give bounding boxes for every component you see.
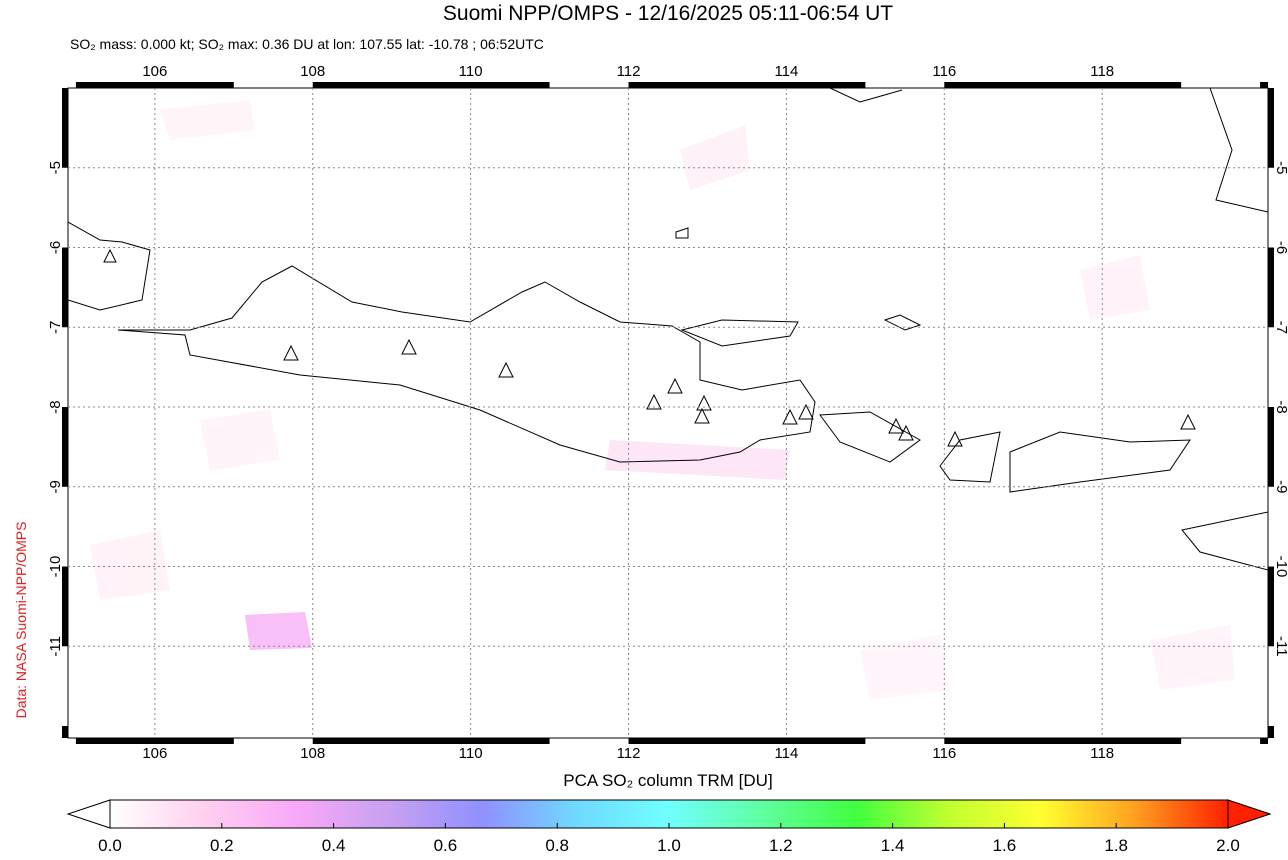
volcanoes <box>103 248 1196 447</box>
y-tick-label-right: -10 <box>1273 556 1288 578</box>
frame-bar <box>1268 407 1274 487</box>
y-tick-label-left: -10 <box>47 556 64 578</box>
map-background <box>68 88 1268 738</box>
frame-bar <box>628 82 787 88</box>
colorbar-tick-label: 0.0 <box>98 836 122 855</box>
frame-bar <box>1268 88 1274 168</box>
colorbar-arrow-high <box>1227 799 1272 829</box>
frame-bar <box>391 738 550 744</box>
colorbar-tick-label: 1.0 <box>657 836 681 855</box>
frame-bar <box>62 566 68 647</box>
frame-bar <box>707 82 866 88</box>
colorbar-tick-label: 0.2 <box>210 836 234 855</box>
colorbar-tick-label: 1.8 <box>1104 836 1128 855</box>
frame-bar <box>75 738 234 744</box>
x-tick-label-top: 108 <box>300 63 325 80</box>
y-tick-label-left: -9 <box>47 480 64 493</box>
x-tick-label-top: 106 <box>142 63 167 80</box>
y-tick-label-left: -6 <box>47 241 64 254</box>
frame-bar <box>62 247 68 328</box>
y-tick-label-right: -6 <box>1273 241 1288 254</box>
frame-bar <box>707 738 866 744</box>
colorbar-tick-label: 1.6 <box>993 836 1017 855</box>
y-tick-label-right: -5 <box>1273 161 1288 174</box>
frame-bar <box>1260 82 1268 88</box>
frame-bar <box>1268 566 1274 647</box>
x-tick-label-bottom: 110 <box>459 745 483 762</box>
frame-bar <box>62 88 68 168</box>
title: Suomi NPP/OMPS - 12/16/2025 05:11-06:54 … <box>443 2 893 25</box>
x-tick-label-bottom: 118 <box>1090 745 1114 762</box>
frame-bar <box>1023 82 1182 88</box>
credit: Data: NASA Suomi-NPP/OMPS <box>13 522 29 719</box>
x-tick-label-bottom: 112 <box>617 745 641 762</box>
colorbar-arrow-low <box>66 799 111 829</box>
x-tick-label-top: 110 <box>459 63 483 80</box>
map-area <box>68 88 1268 738</box>
colorbar-tick-label: 0.6 <box>434 836 458 855</box>
subtitle: SO₂ mass: 0.000 kt; SO₂ max: 0.36 DU at … <box>70 36 544 52</box>
y-tick-label-right: -11 <box>1273 636 1288 657</box>
frame-bar <box>62 726 68 738</box>
y-tick-label-right: -7 <box>1273 321 1288 334</box>
x-tick-label-bottom: 106 <box>142 745 167 762</box>
colorbar-tick-label: 0.4 <box>322 836 346 855</box>
frame-bar <box>1268 247 1274 328</box>
colorbar-tick-label: 1.2 <box>769 836 793 855</box>
frame-bar <box>391 82 550 88</box>
frame-bar <box>1260 738 1268 744</box>
x-tick-label-top: 118 <box>1090 63 1114 80</box>
y-tick-label-right: -9 <box>1273 480 1288 493</box>
frame-bar <box>628 738 787 744</box>
frame-bar <box>75 82 234 88</box>
x-tick-label-bottom: 116 <box>932 745 956 762</box>
frame-bar <box>1023 738 1182 744</box>
x-tick-label-top: 112 <box>617 63 641 80</box>
x-tick-label-bottom: 108 <box>300 745 325 762</box>
colorbar-label: PCA SO₂ column TRM [DU] <box>563 771 772 790</box>
frame-bar <box>62 407 68 487</box>
y-tick-label-left: -7 <box>47 321 64 334</box>
colorbar-tick-label: 1.4 <box>881 836 905 855</box>
x-tick-label-top: 116 <box>932 63 956 80</box>
coastlines <box>68 88 1268 571</box>
colorbar-tick-label: 2.0 <box>1216 836 1240 855</box>
map-frame <box>67 87 1269 739</box>
colorbar-tick-label: 0.8 <box>545 836 569 855</box>
y-tick-label-left: -11 <box>47 636 64 657</box>
y-tick-label-left: -5 <box>47 161 64 174</box>
so2-pixels <box>90 100 1235 700</box>
y-tick-label-right: -8 <box>1273 400 1288 413</box>
y-tick-label-left: -8 <box>47 400 64 413</box>
x-tick-label-bottom: 114 <box>774 745 798 762</box>
x-tick-label-top: 114 <box>774 63 798 80</box>
axes: 106 106 108 108 110 110 112 112 114 114 116 116 118 1… <box>47 63 1288 762</box>
frame-bar <box>1268 726 1274 738</box>
